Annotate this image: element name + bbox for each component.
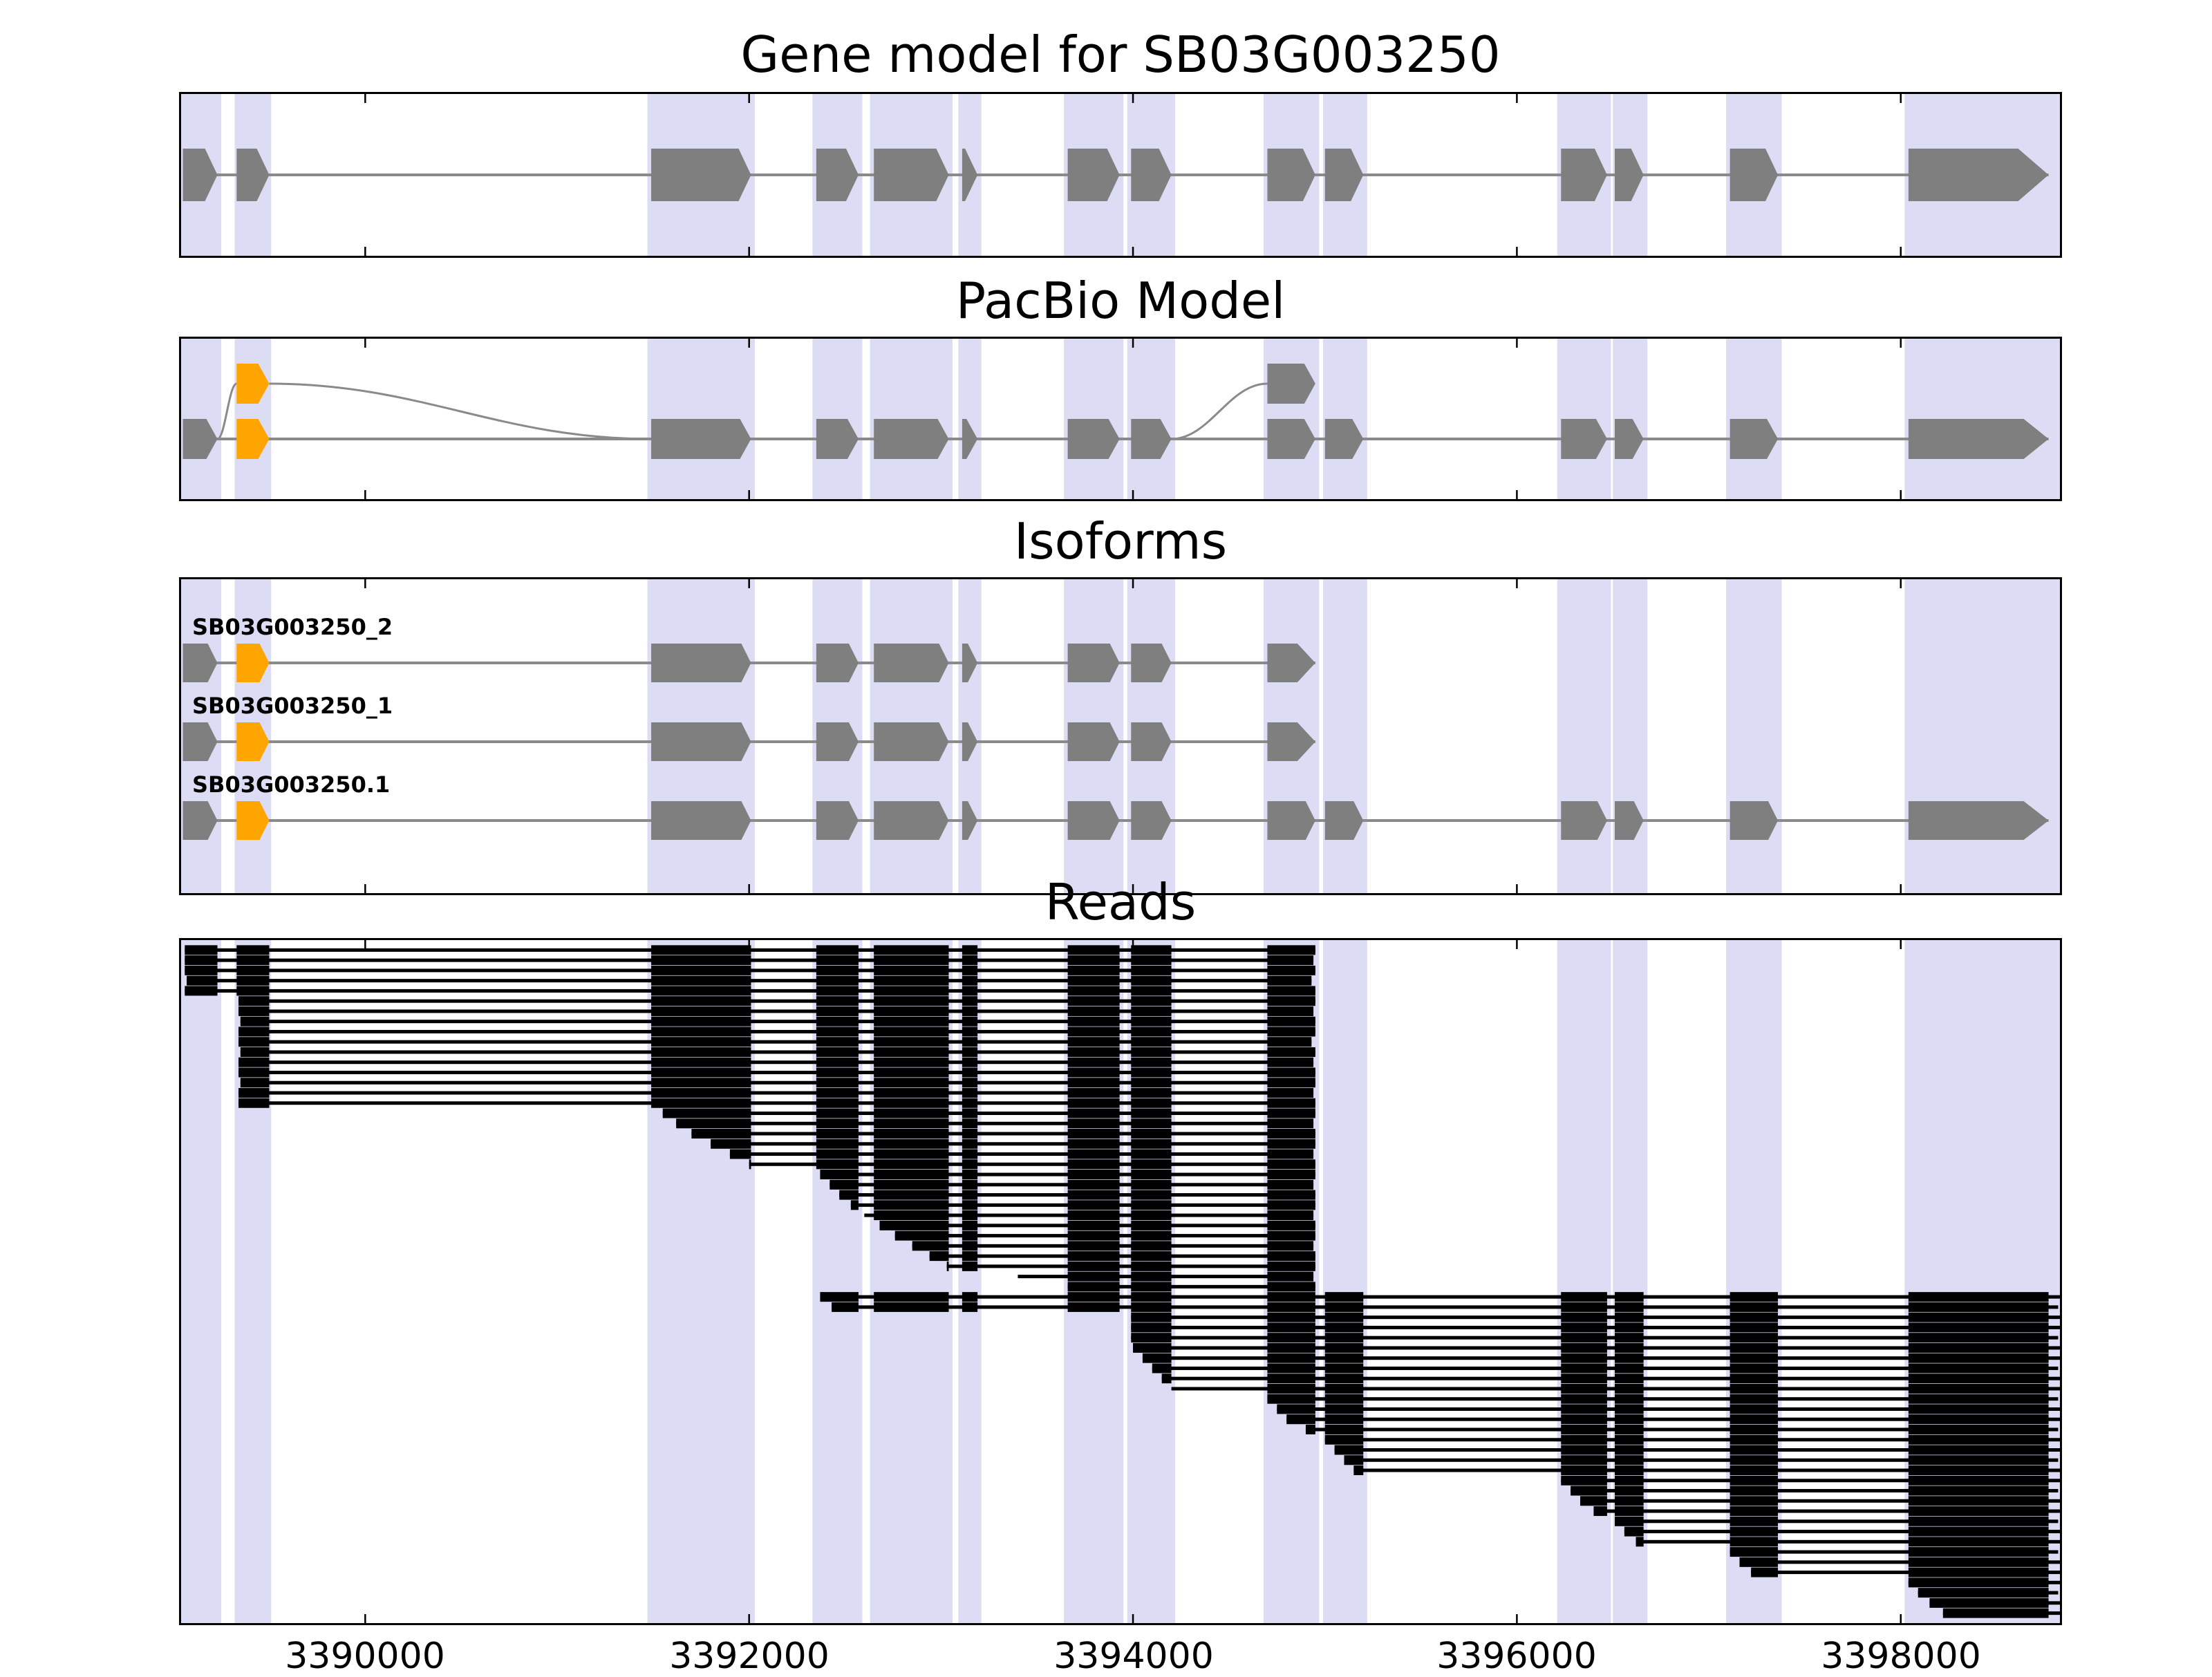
x-tick-label: 3396000 [1436,1636,1597,1677]
x-tick-label: 3390000 [285,1636,445,1677]
panel-title-reads: Reads [1044,873,1197,931]
panel-title-pacbio: PacBio Model [955,272,1286,330]
x-tick-label: 3394000 [1053,1636,1214,1677]
panel-title-isoforms: Isoforms [1013,512,1228,570]
pacbio-model-panel [179,337,2062,501]
isoform-label: SB03G003250.1 [192,771,391,798]
x-tick-label: 3392000 [669,1636,830,1677]
isoforms-panel [179,577,2062,895]
x-tick-label: 3398000 [1821,1636,1981,1677]
isoform-label: SB03G003250_1 [192,693,393,719]
gene-model-panel [179,92,2062,258]
isoform-label: SB03G003250_2 [192,614,393,640]
panel-title-gene-model: Gene model for SB03G003250 [740,26,1501,84]
reads-panel [179,938,2062,1625]
